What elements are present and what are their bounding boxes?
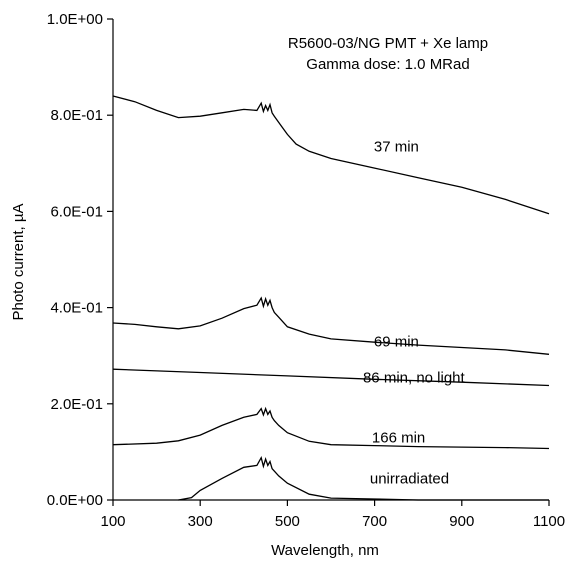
series-line-2 — [112, 296, 550, 355]
series-line-4 — [112, 406, 550, 450]
y-tick-label: 0.0E+00 — [47, 492, 103, 509]
series-label-4: 166 min — [372, 429, 425, 446]
series-line-5 — [178, 455, 549, 501]
x-tick-label: 1100 — [533, 513, 565, 530]
y-tick-label: 4.0E-01 — [50, 300, 103, 317]
x-tick-label: 300 — [188, 513, 213, 530]
y-axis-title: Photo current, µA — [10, 203, 27, 320]
y-tick-label: 2.0E-01 — [50, 396, 103, 413]
series-line-1 — [112, 95, 550, 215]
axes — [112, 19, 549, 501]
y-tick-label: 1.0E+00 — [47, 11, 103, 28]
series-layer — [112, 95, 550, 501]
annotation-line-1: R5600-03/NG PMT + Xe lamp — [288, 35, 488, 52]
x-tick-label: 100 — [100, 513, 125, 530]
x-tick-label: 500 — [275, 513, 300, 530]
annotation-line-2: Gamma dose: 1.0 MRad — [306, 56, 469, 73]
y-tick-label: 8.0E-01 — [50, 107, 103, 124]
series-label-2: 69 min — [374, 333, 419, 350]
series-label-1: 37 min — [374, 138, 419, 155]
series-labels: 37 min 69 min 86 min, no light 166 min unirr… — [363, 138, 466, 487]
x-axis-title: Wavelength, nm — [271, 542, 379, 559]
x-ticks: 100 300 500 700 900 1100 — [100, 500, 565, 530]
series-line-3 — [112, 368, 550, 387]
x-tick-label: 900 — [449, 513, 474, 530]
x-tick-label: 700 — [362, 513, 387, 530]
series-label-5: unirradiated — [370, 470, 449, 487]
y-tick-label: 6.0E-01 — [50, 203, 103, 220]
series-label-3: 86 min, no light — [363, 369, 466, 386]
y-ticks: 0.0E+00 2.0E-01 4.0E-01 6.0E-01 8.0E-01 1.0E+… — [47, 11, 113, 509]
